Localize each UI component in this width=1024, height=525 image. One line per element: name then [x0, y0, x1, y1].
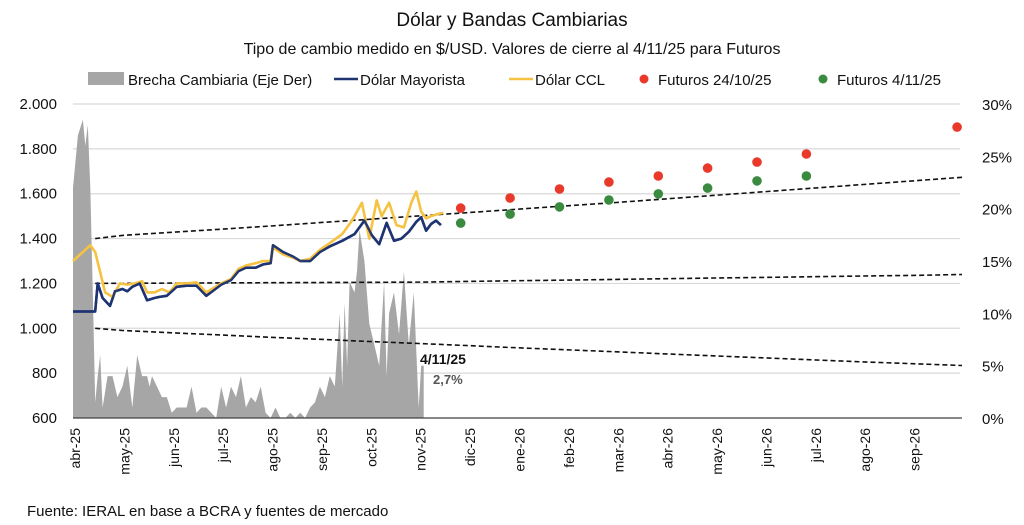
source-note: Fuente: IERAL en base a BCRA y fuentes d… — [27, 503, 388, 520]
lines-layer — [72, 190, 444, 313]
annotation-date: 4/11/25 — [420, 351, 466, 367]
x-tick-label: feb-26 — [561, 428, 577, 468]
x-tick-label: nov-25 — [413, 428, 429, 471]
legend-label: Dólar CCL — [535, 72, 605, 89]
brecha-area-layer — [73, 119, 424, 418]
gridlines — [73, 103, 960, 374]
x-tick-label: oct-25 — [363, 428, 379, 467]
y-left-tick-label: 1.600 — [19, 186, 57, 203]
legend-label: Brecha Cambiaria (Eje Der) — [128, 72, 312, 89]
bands-layer — [95, 176, 963, 367]
legend: Brecha Cambiaria (Eje Der) Dólar Mayorist… — [88, 72, 941, 89]
futuros-24-10-dot — [455, 203, 466, 213]
futuros-24-10-dot — [604, 177, 614, 187]
y-right-tick-label: 10% — [982, 306, 1012, 323]
y-left-tick-label: 1.800 — [19, 141, 57, 158]
x-tick-label: sep-26 — [907, 428, 923, 471]
y-right-tick-label: 15% — [982, 254, 1012, 271]
futuros-24-10-dot — [801, 149, 812, 159]
brecha-area — [73, 119, 424, 418]
y-left-tick-label: 2.000 — [19, 96, 57, 113]
x-tick-label: ene-26 — [512, 428, 528, 472]
y-left-tick-label: 800 — [32, 365, 57, 382]
dolar-mayorista-line — [73, 216, 442, 313]
x-tick-label: ago-25 — [265, 428, 281, 472]
x-tick-label: sep-25 — [314, 428, 330, 471]
band-lower-line — [95, 327, 963, 367]
band-upper-line — [95, 176, 963, 240]
futuros-24-10-dot — [952, 122, 962, 132]
dolar-ccl-line — [72, 190, 444, 299]
x-tick-label: abr-25 — [67, 428, 83, 469]
futuros-4-11-dot — [752, 176, 762, 186]
x-tick-label: jun-26 — [758, 428, 774, 468]
legend-label: Futuros 24/10/25 — [658, 72, 771, 89]
dolar-mayorista-line-overlay — [73, 216, 442, 313]
futuros-24-10-dot — [752, 157, 762, 167]
y-right-tick-label: 0% — [982, 411, 1004, 428]
legend-item: Dólar Mayorista — [334, 72, 466, 89]
y-left-tick-label: 1.000 — [19, 320, 57, 337]
x-tick-label: ago-26 — [857, 428, 873, 472]
x-tick-label: mar-26 — [610, 428, 626, 473]
futuros-4-11-dot — [653, 189, 664, 199]
y-left-tick-label: 1.400 — [19, 231, 57, 248]
y-right-tick-label: 25% — [982, 149, 1012, 166]
legend-swatch-dot — [639, 74, 649, 84]
legend-swatch-area — [88, 72, 124, 85]
legend-label: Dólar Mayorista — [360, 72, 466, 89]
y-right-tick-label: 5% — [982, 359, 1004, 376]
y-left-tick-label: 600 — [32, 410, 57, 427]
y-left-tick-label: 1.200 — [19, 275, 57, 292]
futuros-24-10-dot — [702, 163, 713, 173]
chart-title: Dólar y Bandas Cambiarias — [396, 10, 627, 31]
x-tick-label: jul-25 — [215, 428, 231, 463]
futuros-24-10-dot — [653, 171, 664, 181]
legend-swatch-dot — [818, 74, 828, 84]
futuros-4-11-dot — [702, 183, 713, 193]
annotation-value: 2,7% — [433, 372, 463, 387]
futuros-24-10-dot — [554, 184, 565, 194]
chart-subtitle: Tipo de cambio medido en $/USD. Valores … — [244, 41, 781, 58]
legend-item: Dólar CCL — [509, 72, 605, 89]
futuros-4-11-dot — [604, 195, 614, 205]
futuros-4-11-dot — [505, 209, 515, 219]
futuros-24-10-dot — [505, 193, 515, 203]
futures-dots-layer — [455, 122, 962, 228]
futuros-4-11-dot — [554, 202, 565, 212]
x-tick-label: dic-25 — [462, 428, 478, 466]
y-right-tick-label: 30% — [982, 97, 1012, 114]
legend-item: Futuros 4/11/25 — [818, 72, 941, 89]
x-tick-label: jun-25 — [166, 428, 182, 468]
axes-layer: 600 800 1.000 1.200 1.400 1.600 1.800 2.000 0% 5%… — [19, 96, 1012, 475]
futuros-4-11-dot — [455, 218, 466, 228]
legend-item: Futuros 24/10/25 — [639, 72, 771, 89]
x-tick-label: may-26 — [709, 428, 725, 475]
x-tick-label: may-25 — [116, 428, 132, 475]
legend-label: Futuros 4/11/25 — [837, 72, 941, 89]
legend-item: Brecha Cambiaria (Eje Der) — [88, 72, 312, 89]
y-right-tick-label: 20% — [982, 202, 1012, 219]
band-mid-line — [95, 273, 963, 285]
x-tick-label: jul-26 — [808, 428, 824, 463]
x-tick-label: abr-26 — [660, 428, 676, 469]
futuros-4-11-dot — [801, 171, 812, 181]
